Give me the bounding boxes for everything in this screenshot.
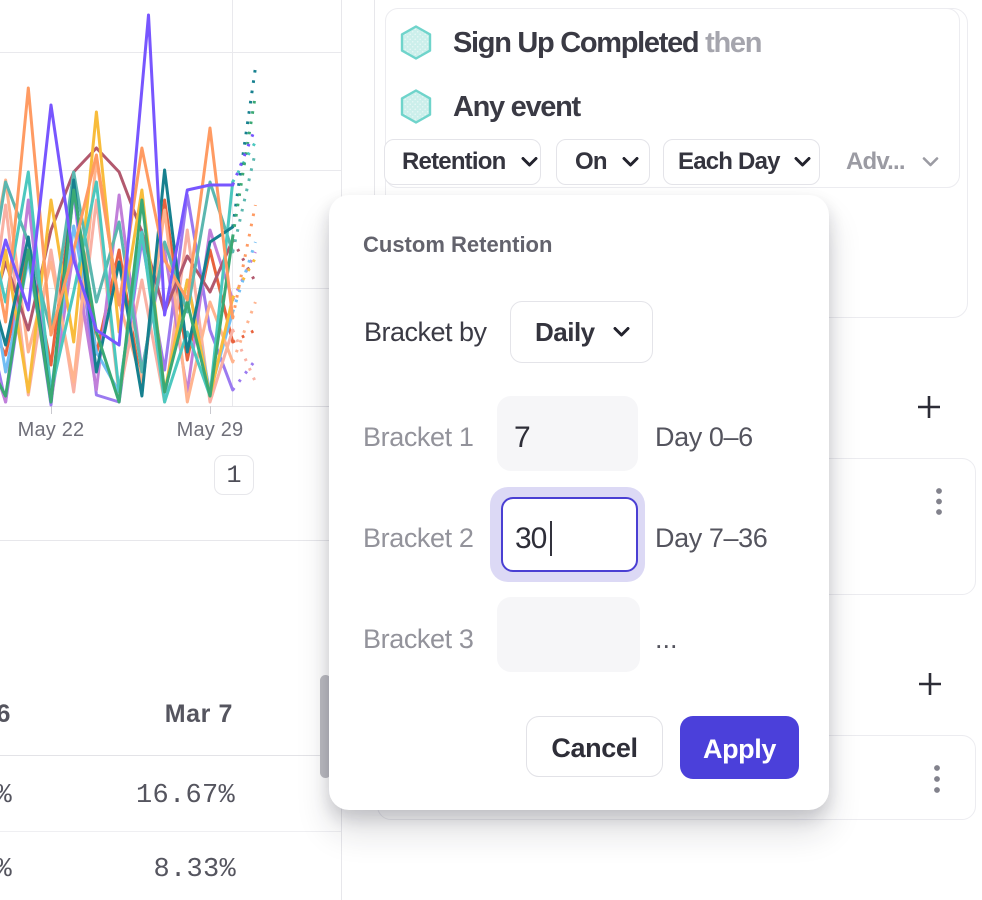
- svg-text:May 22: May 22: [18, 419, 85, 441]
- svg-text:May 29: May 29: [177, 419, 244, 441]
